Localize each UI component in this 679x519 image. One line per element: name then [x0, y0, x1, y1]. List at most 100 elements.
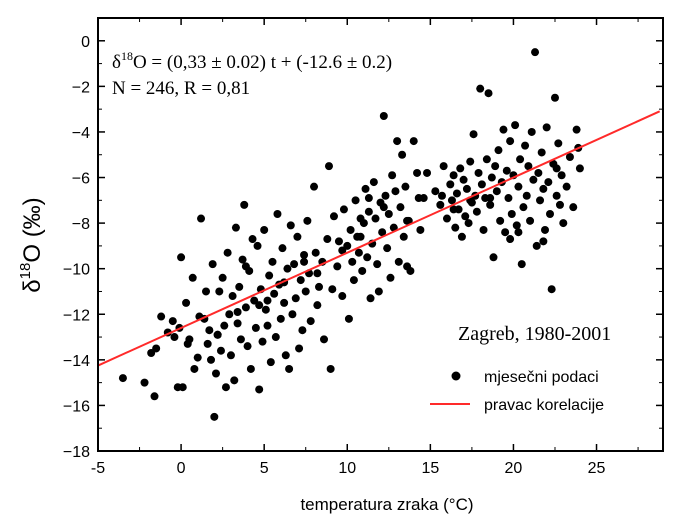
data-point	[213, 330, 222, 339]
data-point	[255, 385, 264, 394]
x-axis-title: temperatura zraka (°C)	[300, 495, 473, 514]
data-point	[374, 287, 383, 296]
data-point	[486, 200, 495, 209]
data-point	[215, 287, 224, 296]
data-point	[300, 257, 309, 266]
data-point	[323, 235, 332, 244]
x-tick-label: 15	[421, 460, 439, 477]
data-point	[202, 287, 211, 296]
data-point	[569, 203, 578, 212]
data-point	[346, 225, 355, 234]
data-point	[423, 168, 432, 177]
data-point	[541, 225, 550, 234]
data-point	[301, 287, 310, 296]
data-point	[255, 301, 264, 310]
data-point	[218, 273, 227, 282]
data-point	[487, 173, 496, 182]
data-point	[233, 307, 242, 316]
data-point	[359, 219, 368, 228]
data-point	[311, 248, 320, 257]
data-point	[271, 333, 280, 342]
regression-line	[97, 110, 661, 367]
data-point	[517, 260, 526, 269]
data-point	[559, 219, 568, 228]
data-point	[286, 221, 295, 230]
data-point	[182, 298, 191, 307]
plot-frame	[97, 17, 664, 452]
data-point	[326, 364, 335, 373]
data-point	[150, 392, 159, 401]
data-point	[283, 264, 292, 273]
data-point	[221, 383, 230, 392]
data-point	[534, 168, 543, 177]
x-tick-label: 20	[505, 460, 523, 477]
y-tick-label: −6	[72, 171, 90, 188]
y-tick-label: −2	[72, 79, 90, 96]
data-point	[295, 344, 304, 353]
data-point	[333, 262, 342, 271]
data-point	[384, 209, 393, 218]
data-point	[354, 248, 363, 257]
data-point	[220, 321, 229, 330]
data-point	[205, 326, 214, 335]
data-point	[268, 257, 277, 266]
y-tick-label: −10	[63, 262, 90, 279]
data-point	[157, 312, 166, 321]
data-point	[240, 200, 249, 209]
data-point	[366, 294, 375, 303]
y-tick-label: −8	[72, 216, 90, 233]
data-point	[178, 383, 187, 392]
data-point	[226, 351, 235, 360]
data-point	[393, 137, 402, 146]
data-point	[265, 271, 274, 280]
data-point	[379, 203, 388, 212]
data-point	[466, 157, 475, 166]
legend: Zagreb, 1980-2001 mjesečni podaci pravac…	[430, 323, 611, 414]
data-point	[223, 248, 232, 257]
data-point	[457, 232, 466, 241]
data-point	[338, 246, 347, 255]
data-point	[550, 93, 559, 102]
data-point	[501, 228, 510, 237]
data-point	[462, 184, 471, 193]
data-point	[536, 196, 545, 205]
data-point	[474, 168, 483, 177]
data-point	[211, 369, 220, 378]
data-point	[290, 260, 299, 269]
data-point	[228, 292, 237, 301]
data-point	[442, 214, 451, 223]
data-point	[522, 191, 531, 200]
data-point	[529, 175, 538, 184]
data-point	[378, 228, 387, 237]
data-point	[403, 216, 412, 225]
data-point	[504, 194, 513, 203]
data-point	[263, 296, 272, 305]
data-point	[300, 251, 309, 260]
data-point	[409, 137, 418, 146]
data-point	[351, 196, 360, 205]
data-point	[313, 301, 322, 310]
data-point	[401, 182, 410, 191]
data-point	[572, 125, 581, 134]
data-point	[459, 175, 468, 184]
data-point	[140, 378, 149, 387]
data-point	[552, 191, 561, 200]
data-point	[489, 253, 498, 262]
data-point	[514, 228, 523, 237]
data-point	[208, 260, 217, 269]
data-point	[542, 123, 551, 132]
data-point	[486, 194, 495, 203]
data-point	[439, 162, 448, 171]
data-point	[464, 219, 473, 228]
y-tick-label: −18	[63, 444, 90, 461]
data-point	[248, 235, 257, 244]
data-point	[546, 209, 554, 218]
data-point	[437, 191, 446, 200]
x-tick-label: 10	[338, 460, 356, 477]
data-points	[118, 48, 584, 421]
data-point	[391, 187, 400, 196]
data-point	[531, 48, 540, 57]
data-point	[238, 255, 247, 264]
data-point	[241, 262, 250, 271]
data-point	[461, 212, 470, 221]
